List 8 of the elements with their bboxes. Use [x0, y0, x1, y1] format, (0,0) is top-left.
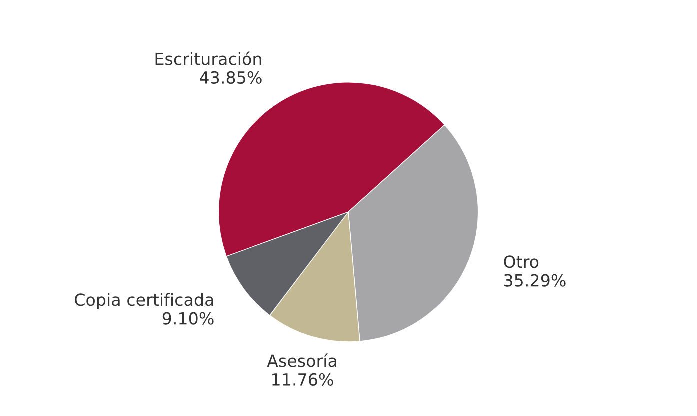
data-label: 11.76% — [272, 373, 334, 386]
slice-label: Otro — [504, 256, 539, 268]
slice-label: Escrituración — [156, 52, 262, 66]
slice-label: Asesoría — [267, 354, 336, 368]
data-label: 9.10% — [162, 312, 214, 325]
data-label: 35.29% — [504, 274, 566, 287]
slice-label: Copia certificada — [75, 293, 214, 310]
data-label: 43.85% — [200, 71, 262, 84]
